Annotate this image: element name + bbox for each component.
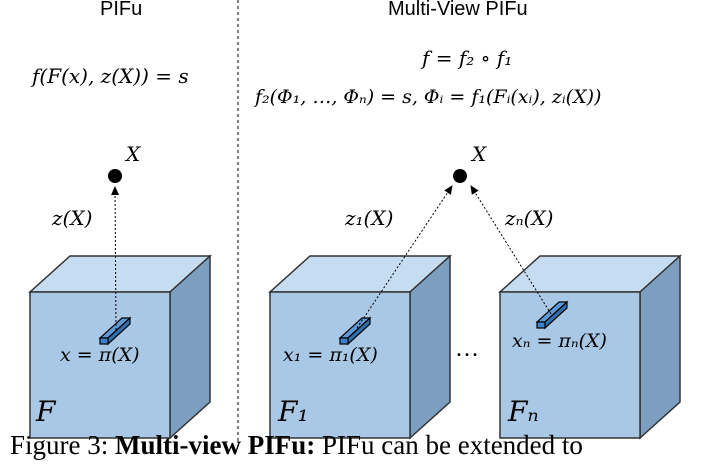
pixel-label-n: xₙ = πₙ(X) [512,330,607,352]
caption-rest: PIFu can be extended to [321,430,583,460]
ellipsis: … [455,336,479,362]
cube-front-face [29,291,171,439]
feature-cube-n [498,254,682,440]
point-X-right [453,169,467,183]
feature-cube-left [28,254,212,440]
pixel-bar-n [535,300,569,330]
cube-front-face [499,291,641,439]
caption-prefix: Figure 3: [10,430,109,460]
left-formula: f(F(x), z(X)) = s [32,64,189,88]
pixel-bar-left [98,316,132,346]
left-point-label: X [126,142,141,166]
left-panel-title: PIFu [100,0,143,20]
right-point-label: X [472,142,487,166]
point-X-left [108,169,122,183]
caption-bold: Multi-view PIFu: [115,430,316,460]
left-feature-label: F [36,395,56,428]
ray-n [470,185,552,315]
left-pixel-label: x = π(X) [60,344,140,366]
feature-label-n: Fₙ [508,395,539,428]
depth-label-1: z₁(X) [345,206,394,230]
feature-cube-1 [268,254,452,440]
figure-caption: Figure 3: Multi-view PIFu: PIFu can be e… [10,430,710,461]
ray-1 [356,185,453,329]
pixel-label-1: x₁ = π₁(X) [283,344,378,366]
pixel-bar-1 [338,316,372,346]
right-panel-title: Multi-View PIFu [388,0,528,20]
right-formula-2: f₂(Φ₁, …, Φₙ) = s, Φᵢ = f₁(Fᵢ(xᵢ), zᵢ(X)… [255,86,602,108]
right-formula-1: f = f₂ ∘ f₁ [422,46,513,70]
cube-front-face [269,291,411,439]
left-depth-label: z(X) [52,206,93,230]
feature-label-1: F₁ [278,395,309,428]
depth-label-n: zₙ(X) [505,206,554,230]
